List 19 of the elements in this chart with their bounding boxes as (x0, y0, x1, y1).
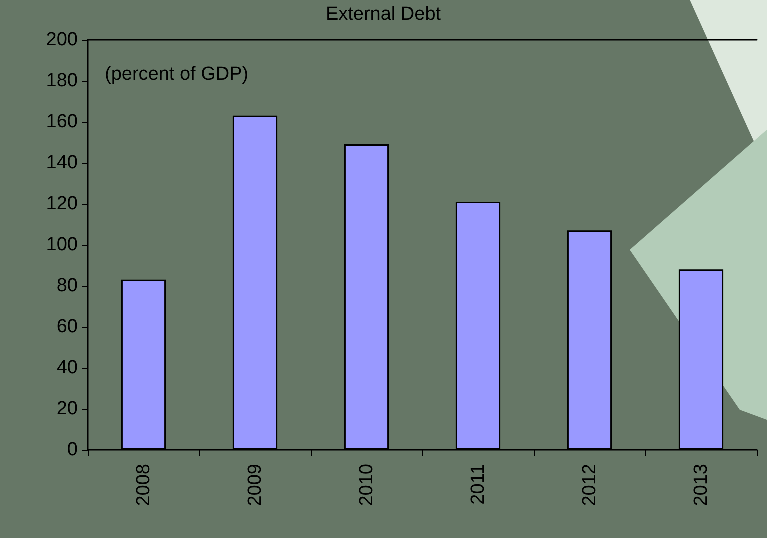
y-tick-label: 100 (46, 234, 78, 256)
y-tick-label: 20 (56, 398, 78, 420)
x-tick-label: 2009 (244, 464, 266, 506)
y-tick-label: 200 (46, 30, 78, 50)
x-tick-label: 2008 (133, 464, 154, 506)
y-tick-label: 180 (46, 70, 78, 92)
chart-title: External Debt (326, 4, 442, 25)
y-tick-label: 40 (56, 358, 78, 378)
x-tick-label: 2012 (579, 464, 600, 506)
x-tick-label: 2013 (690, 464, 712, 506)
y-tick-label: 60 (56, 316, 78, 338)
x-tick-label: 2010 (356, 464, 378, 506)
y-tick-label: 80 (56, 276, 78, 296)
y-tick-label: 120 (46, 194, 78, 214)
annotation: (percent of GDP) (105, 64, 249, 85)
y-tick-label: 140 (46, 152, 78, 174)
x-tick-label: 2011 (468, 464, 489, 505)
y-tick-label: 160 (46, 112, 78, 132)
y-tick-label: 0 (67, 440, 78, 460)
